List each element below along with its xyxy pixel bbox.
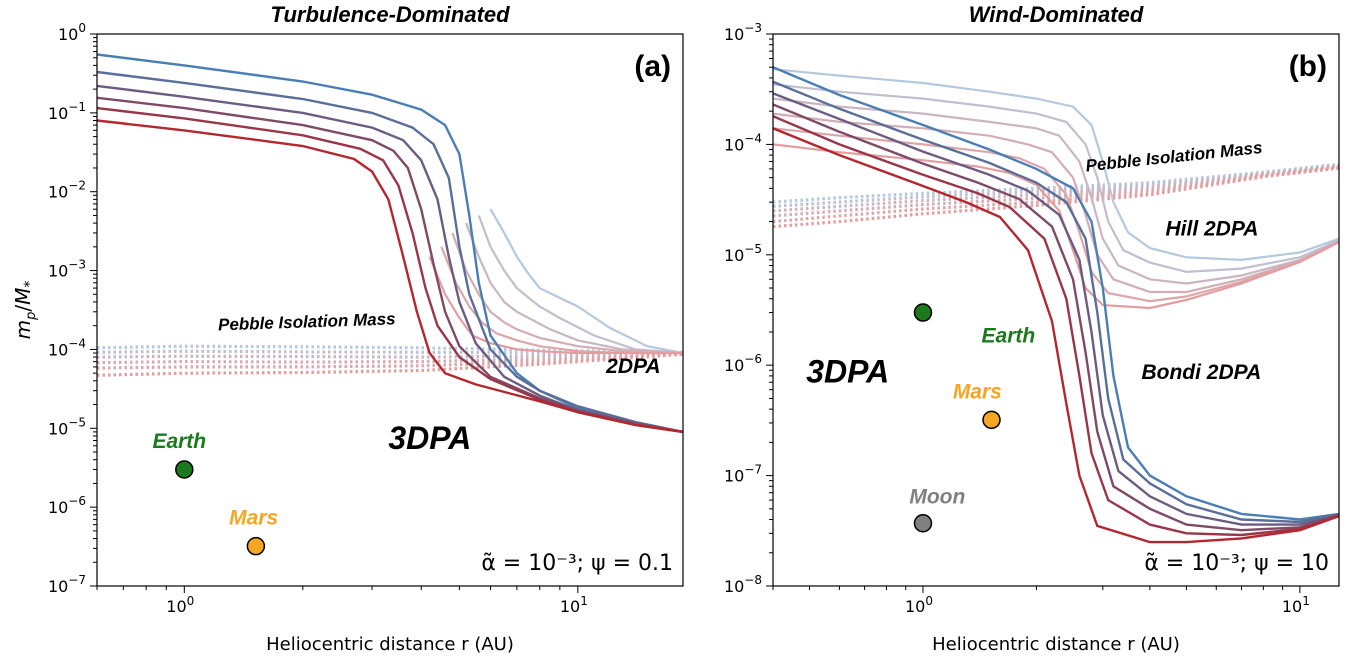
isolation-mass-line-6 bbox=[773, 166, 1339, 229]
faded-series-line-6 bbox=[428, 256, 683, 355]
isolation-mass-line-3 bbox=[773, 164, 1339, 213]
y-tick-label: 10−6 bbox=[724, 352, 762, 375]
series-line-1 bbox=[97, 53, 683, 434]
isolation-mass-line-2 bbox=[773, 163, 1339, 208]
y-tick-label: 10−3 bbox=[48, 258, 86, 281]
series-line-5 bbox=[773, 115, 1339, 537]
y-tick-label: 10−8 bbox=[724, 573, 762, 596]
x-tick-label: 100 bbox=[905, 594, 933, 616]
isolation-mass-line-5 bbox=[773, 165, 1339, 224]
y-tick-label: 10−4 bbox=[724, 131, 762, 154]
panel-a-turbulence-dominated: 100 101 10−7 10−6 10−5 10−4 10−3 10−2 10−1 100 Tur… bbox=[11, 2, 684, 655]
panel-label: (a) bbox=[634, 50, 671, 83]
panel-title: Turbulence-Dominated bbox=[270, 2, 510, 27]
region-label: 3DPA bbox=[388, 420, 471, 456]
region-label: 3DPA bbox=[806, 353, 889, 389]
mars-marker bbox=[246, 536, 266, 556]
earth-marker bbox=[913, 303, 933, 322]
earth-label: Earth bbox=[982, 325, 1036, 348]
y-tick-label: 10−1 bbox=[48, 100, 86, 123]
series-line-1 bbox=[773, 66, 1339, 521]
mars-marker bbox=[982, 410, 1001, 430]
y-tick-label: 10−5 bbox=[48, 415, 86, 438]
y-tick-label: 10−6 bbox=[48, 494, 86, 517]
faded-series-line-2 bbox=[477, 215, 683, 355]
region-label: Bondi 2DPA bbox=[1141, 361, 1261, 384]
faded-series-line-3 bbox=[773, 97, 1339, 285]
isolation-mass-line-4 bbox=[97, 351, 683, 365]
plot-area bbox=[773, 66, 1339, 544]
faded-series-line-3 bbox=[465, 222, 683, 355]
series-line-6 bbox=[97, 119, 683, 434]
isolation-mass-line-2 bbox=[97, 349, 683, 355]
y-tick-label: 10−7 bbox=[724, 463, 762, 486]
axes-frame bbox=[96, 33, 684, 587]
y-axis-label: mp/M* bbox=[11, 281, 39, 340]
series-line-3 bbox=[97, 84, 683, 434]
x-axis-label: Heliocentric distance r (AU) bbox=[266, 634, 514, 655]
mars-label: Mars bbox=[229, 507, 278, 530]
faded-series-line-4 bbox=[451, 232, 683, 355]
x-tick-label: 101 bbox=[560, 594, 588, 616]
x-tick-label: 101 bbox=[1282, 594, 1310, 616]
isolation-mass-line-6 bbox=[97, 352, 683, 377]
faded-series-line-1 bbox=[489, 208, 683, 355]
series-line-4 bbox=[773, 103, 1339, 532]
plot-area bbox=[97, 53, 683, 434]
parameter-text: α̃ = 10⁻³; ψ = 10 bbox=[1144, 551, 1329, 576]
series-line-2 bbox=[97, 70, 683, 434]
region-label: Hill 2DPA bbox=[1165, 217, 1258, 240]
faded-series-line-1 bbox=[773, 68, 1339, 262]
y-tick-label: 10−4 bbox=[48, 336, 86, 359]
axes-frame bbox=[772, 33, 1340, 587]
series-line-2 bbox=[773, 80, 1339, 524]
region-label: 2DPA bbox=[605, 355, 660, 378]
y-tick-label: 100 bbox=[58, 21, 86, 44]
isolation-mass-line-1 bbox=[97, 344, 683, 354]
series-line-6 bbox=[773, 127, 1339, 544]
isolation-mass-line-3 bbox=[97, 351, 683, 359]
series-line-4 bbox=[97, 96, 683, 434]
y-tick-label: 10−2 bbox=[48, 179, 86, 202]
earth-label: Earth bbox=[152, 430, 206, 453]
moon-label: Moon bbox=[909, 485, 965, 508]
earth-marker bbox=[175, 460, 194, 479]
faded-series-line-2 bbox=[773, 83, 1339, 274]
y-tick-label: 10−5 bbox=[724, 242, 762, 265]
panel-title: Wind-Dominated bbox=[969, 2, 1144, 27]
isolation-mass-label: Pebble Isolation Mass bbox=[218, 309, 396, 334]
y-tick-label: 10−3 bbox=[724, 21, 762, 44]
series-line-5 bbox=[97, 106, 683, 434]
isolation-mass-line-5 bbox=[97, 352, 683, 370]
x-axis-label: Heliocentric distance r (AU) bbox=[932, 634, 1180, 655]
isolation-mass-label: Pebble Isolation Mass bbox=[1085, 138, 1264, 175]
panel-label: (b) bbox=[1289, 50, 1327, 83]
y-tick-label: 10−7 bbox=[48, 573, 86, 596]
faded-series-line-6 bbox=[773, 143, 1339, 310]
moon-marker bbox=[913, 514, 933, 533]
mars-label: Mars bbox=[953, 380, 1002, 403]
parameter-text: α̃ = 10⁻³; ψ = 0.1 bbox=[481, 551, 673, 576]
series-line-3 bbox=[773, 92, 1339, 526]
panel-b-wind-dominated: 100 101 10−8 10−7 10−6 10−5 10−4 10−3 Wind-Domin… bbox=[724, 2, 1340, 655]
faded-series-line-4 bbox=[773, 112, 1339, 294]
x-tick-label: 100 bbox=[166, 594, 194, 616]
